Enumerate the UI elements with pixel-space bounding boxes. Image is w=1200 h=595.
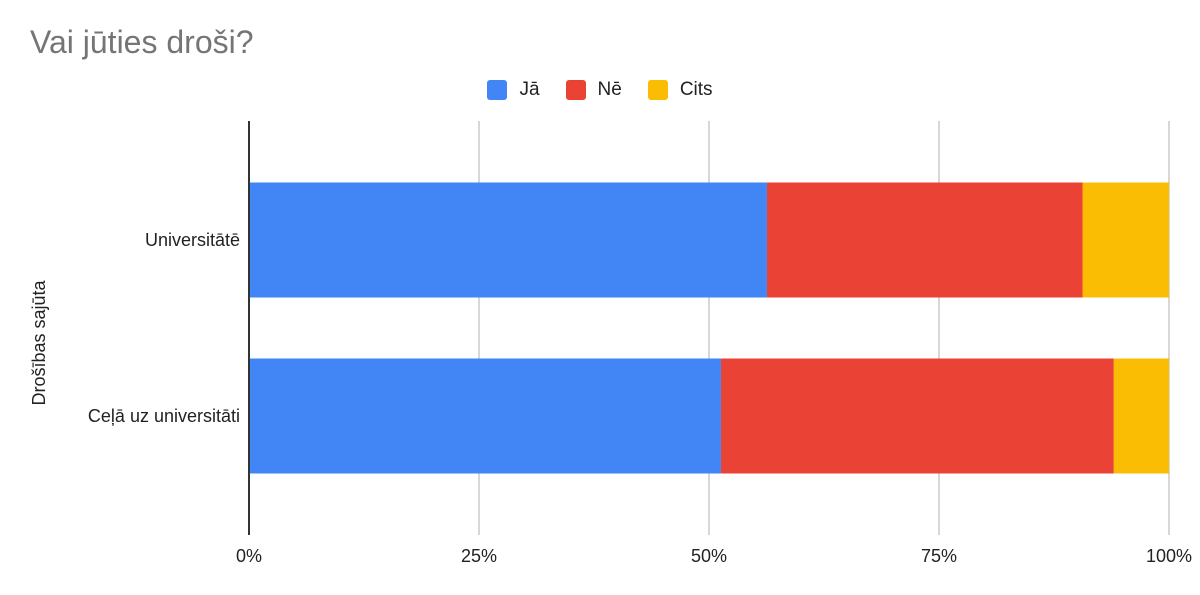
legend-item-ja[interactable]: Jā <box>487 79 540 101</box>
legend-label-ne: Nē <box>597 79 622 100</box>
y-tick-label: Ceļā uz universitāti <box>88 406 240 426</box>
bar-segment[interactable] <box>1113 358 1169 474</box>
legend-swatch-ne <box>565 80 586 100</box>
x-tick-label: 100% <box>1146 546 1192 566</box>
x-tick-label: 50% <box>691 546 727 566</box>
legend: Jā Nē Cits <box>0 79 1200 101</box>
bar-segment[interactable] <box>249 358 721 474</box>
legend-item-ne[interactable]: Nē <box>565 79 622 101</box>
legend-label-ja: Jā <box>519 79 540 100</box>
bars <box>249 182 1169 474</box>
bar-segment[interactable] <box>766 182 1083 298</box>
legend-swatch-cits <box>647 80 668 100</box>
bar-segment[interactable] <box>720 358 1114 474</box>
y-tick-label: Universitātē <box>145 230 240 250</box>
bar-segment[interactable] <box>1082 182 1169 298</box>
x-tick-label: 0% <box>236 546 262 566</box>
legend-swatch-ja <box>487 80 508 100</box>
axes: 0% 25% 50% 75% 100% Universitātē Ceļā uz unive… <box>88 121 1192 566</box>
legend-item-cits[interactable]: Cits <box>647 79 713 101</box>
bar-segment[interactable] <box>249 182 767 298</box>
x-tick-label: 75% <box>921 546 957 566</box>
y-axis-title: Drošības sajūta <box>29 279 49 405</box>
chart-title: Vai jūties droši? <box>30 24 254 60</box>
legend-label-cits: Cits <box>679 79 713 100</box>
x-tick-label: 25% <box>461 546 497 566</box>
